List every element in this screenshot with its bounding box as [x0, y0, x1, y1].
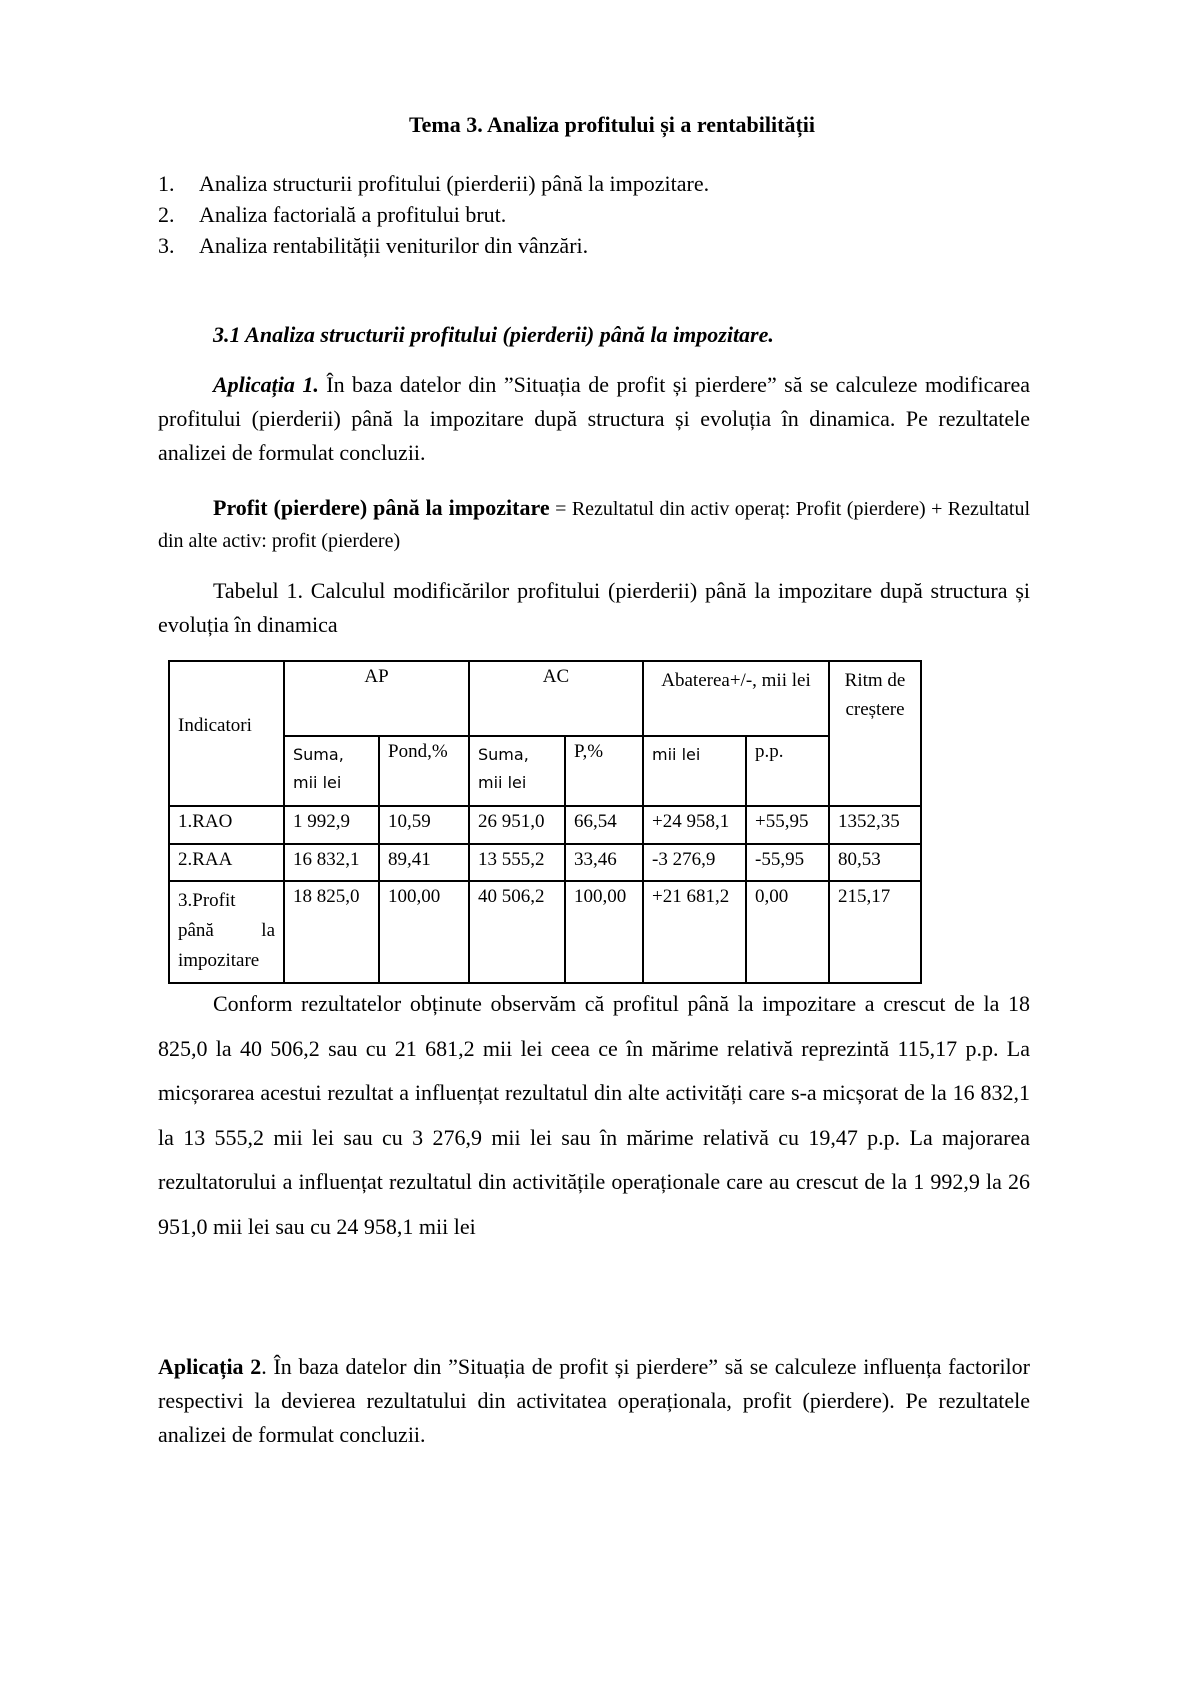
profit-structure-table: Indicatori AP AC Abaterea+/-, mii lei Ri… — [168, 660, 922, 984]
list-item: 1. Analiza structurii profitului (pierder… — [158, 171, 710, 196]
page-title: Tema 3. Analiza profitului și a rentabil… — [408, 112, 816, 137]
subheader: Pond,% — [378, 735, 470, 807]
list-item: 3. Analiza rentabilității veniturilor din… — [158, 233, 589, 258]
application-2-paragraph: Aplicația 2. În baza datelor din ”Situaț… — [158, 1354, 1030, 1447]
section-title: 3.1 Analiza structurii profitului (pierd… — [213, 322, 774, 347]
subheader: p.p. — [745, 735, 830, 807]
table-row: 3.Profit până la impozitare 18 825,0 100,0… — [168, 880, 922, 984]
subheader: mii lei — [642, 735, 747, 807]
list-item: 2. Analiza factorială a profitului brut. — [158, 202, 507, 227]
subheader: P,% — [564, 735, 644, 807]
topic-list: 1. Analiza structurii profitului (pierder… — [158, 168, 709, 261]
subheader: Suma, mii lei — [283, 735, 380, 807]
table-row: 2.RAA 16 832,1 89,41 13 555,2 33,46 -3 276,9-… — [168, 843, 922, 882]
header-abaterea: Abaterea+/-, mii lei — [642, 660, 830, 737]
table-caption: Tabelul 1. Calculul modificărilor profit… — [158, 578, 1030, 637]
header-ritm: Ritm de creștere — [828, 660, 922, 807]
formula-paragraph: Profit (pierdere) până la impozitare = R… — [158, 495, 1030, 552]
application-1-paragraph: Aplicația 1. În baza datelor din ”Situaț… — [158, 372, 1030, 465]
header-ac: AC — [468, 660, 644, 737]
table-row: 1.RAO 1 992,9 10,59 26 951,0 66,54 +24 958,1 +… — [168, 805, 922, 845]
conclusion-paragraph: Conform rezultatelor obținute observăm c… — [158, 991, 1030, 1239]
subheader: Suma, mii lei — [468, 735, 566, 807]
header-ap: AP — [283, 660, 470, 737]
header-indicatori: Indicatori — [168, 660, 285, 807]
